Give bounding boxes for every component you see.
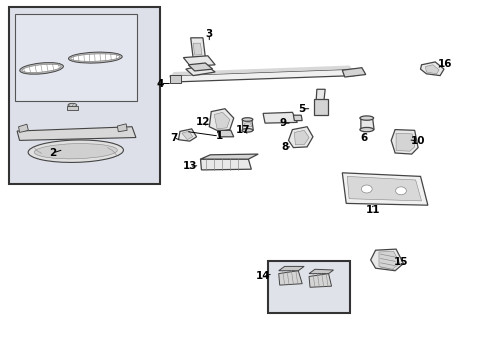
Polygon shape [244,122,251,127]
Text: 7: 7 [169,132,177,143]
Polygon shape [171,66,351,76]
Polygon shape [308,269,333,274]
Polygon shape [182,131,192,140]
Text: 9: 9 [279,118,285,128]
Ellipse shape [359,127,373,132]
Text: 17: 17 [236,125,250,135]
Bar [267,261,349,313]
Ellipse shape [34,144,117,159]
Text: 14: 14 [255,271,270,282]
Polygon shape [188,63,212,71]
Polygon shape [183,56,215,67]
Polygon shape [342,173,427,205]
Polygon shape [342,68,365,77]
Text: 8: 8 [281,142,287,152]
Bar [9,7,160,184]
Polygon shape [315,89,325,112]
Polygon shape [288,127,312,148]
Ellipse shape [28,140,123,162]
Ellipse shape [22,64,61,72]
Text: 10: 10 [410,136,425,146]
Polygon shape [293,115,302,121]
Polygon shape [200,154,258,159]
Polygon shape [278,266,304,271]
Polygon shape [420,62,443,76]
Bar [313,99,327,115]
Ellipse shape [395,187,406,195]
Text: 13: 13 [182,161,197,171]
Polygon shape [346,176,421,201]
Polygon shape [294,130,308,145]
Polygon shape [390,130,417,154]
Polygon shape [278,271,302,285]
Polygon shape [308,274,331,287]
Text: 2: 2 [49,148,56,158]
Polygon shape [360,118,373,130]
Polygon shape [395,133,414,151]
Text: 5: 5 [298,104,305,114]
Polygon shape [217,130,233,137]
Polygon shape [242,120,253,130]
Ellipse shape [361,185,371,193]
Polygon shape [117,124,127,132]
Polygon shape [263,112,297,123]
Polygon shape [214,112,229,129]
Polygon shape [209,109,233,131]
Polygon shape [185,65,215,76]
Polygon shape [378,251,399,269]
Polygon shape [370,249,403,271]
Polygon shape [425,65,438,74]
Text: 12: 12 [195,117,210,127]
Ellipse shape [68,103,77,107]
Polygon shape [178,129,196,141]
Ellipse shape [359,116,373,120]
Ellipse shape [68,52,122,63]
Text: 1: 1 [215,131,222,141]
Bar [170,75,181,83]
Text: 15: 15 [393,257,407,267]
Ellipse shape [242,129,252,132]
Text: 11: 11 [365,204,379,215]
Polygon shape [17,127,136,140]
Polygon shape [170,69,354,82]
Bar [66,106,78,110]
Polygon shape [190,38,205,58]
Bar [15,14,137,101]
Text: 6: 6 [360,133,367,143]
Ellipse shape [71,54,120,61]
Polygon shape [193,43,202,55]
Polygon shape [19,124,28,132]
Text: 4: 4 [156,78,164,89]
Text: 16: 16 [437,59,451,69]
Ellipse shape [242,118,252,121]
Polygon shape [200,159,251,170]
Text: 3: 3 [205,29,212,39]
Ellipse shape [20,63,63,74]
